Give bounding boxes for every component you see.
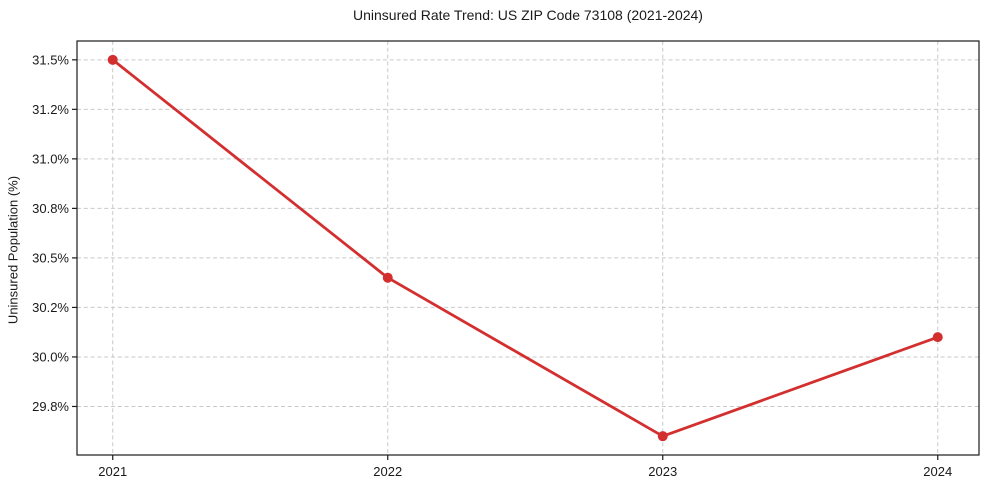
plot-border xyxy=(76,40,980,456)
x-tick-label: 2022 xyxy=(373,464,402,479)
data-point xyxy=(382,272,393,283)
data-point xyxy=(107,54,118,65)
y-tick-label: 30.8% xyxy=(32,201,69,216)
x-tick-label: 2021 xyxy=(98,464,127,479)
y-tick-label: 30.2% xyxy=(32,300,69,315)
y-tick-label: 31.0% xyxy=(32,151,69,166)
x-tick-label: 2024 xyxy=(923,464,952,479)
y-tick-label: 29.8% xyxy=(32,399,69,414)
data-point xyxy=(932,332,943,343)
y-tick-label: 31.2% xyxy=(32,102,69,117)
y-tick-label: 30.0% xyxy=(32,349,69,364)
trend-line xyxy=(111,58,940,438)
y-tick-label: 31.5% xyxy=(32,52,69,67)
y-tick-label: 30.5% xyxy=(32,250,69,265)
x-tick-label: 2023 xyxy=(648,464,677,479)
chart-title: Uninsured Rate Trend: US ZIP Code 73108 … xyxy=(353,7,703,23)
data-point xyxy=(657,431,668,442)
